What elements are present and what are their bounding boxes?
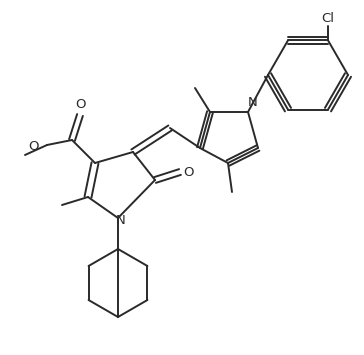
Text: O: O [76, 98, 86, 110]
Text: N: N [248, 95, 258, 109]
Text: O: O [184, 165, 194, 179]
Text: N: N [116, 214, 126, 228]
Text: O: O [28, 140, 39, 153]
Text: Cl: Cl [321, 12, 335, 25]
